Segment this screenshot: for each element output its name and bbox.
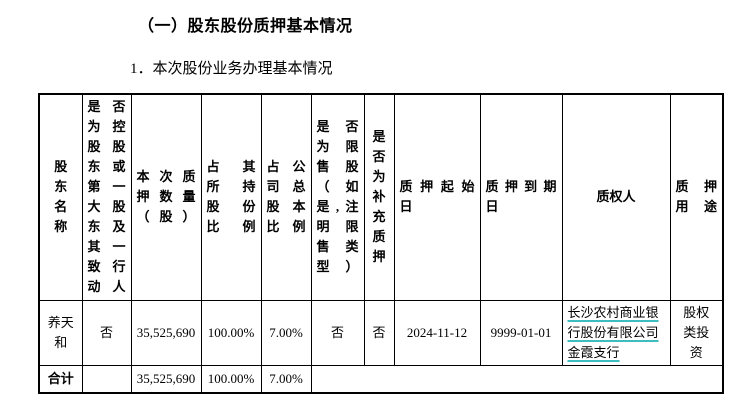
table-header-row: 股 东 名 称 是否 为控 股股 东或 第一 大股 东及 其一 致行 动人 本次… bbox=[38, 93, 724, 301]
pledgee-link[interactable]: 长沙农村商业银 行股份有限公司 金霞支行 bbox=[567, 304, 659, 360]
cell-total-pledged-quantity: 35,525,690 bbox=[130, 364, 202, 394]
cell-total-label: 合计 bbox=[38, 364, 83, 394]
col-header-pledge-end-date: 质押到期 日 bbox=[479, 93, 563, 301]
cell-total-pct-of-total: 7.00% bbox=[260, 364, 312, 394]
pledge-details-table: 股 东 名 称 是否 为控 股股 东或 第一 大股 东及 其一 致行 动人 本次… bbox=[38, 93, 724, 394]
cell-is-supplementary: 否 bbox=[363, 299, 395, 366]
col-header-is-restricted-shares: 是否 为限 售股 （如 是,注 明限 售类 型） bbox=[310, 93, 365, 301]
cell-end-date: 9999-01-01 bbox=[479, 299, 563, 366]
col-header-pledged-quantity: 本次质 押数量 （股） bbox=[130, 93, 202, 301]
cell-pledged-quantity: 35,525,690 bbox=[130, 299, 202, 366]
cell-shareholder-name: 养天 和 bbox=[38, 299, 83, 366]
cell-pct-of-total: 7.00% bbox=[260, 299, 312, 366]
col-header-is-supplementary-pledge: 是 否 为 补 充 质 押 bbox=[363, 93, 395, 301]
cell-is-controlling: 否 bbox=[81, 299, 132, 366]
cell-total-blank bbox=[81, 364, 132, 394]
col-header-pledge-purpose: 质押 用途 bbox=[669, 93, 724, 301]
cell-total-pct-of-holdings: 100.00% bbox=[200, 364, 262, 394]
col-header-is-controlling-shareholder: 是否 为控 股股 东或 第一 大股 东及 其一 致行 动人 bbox=[81, 93, 132, 301]
subsection-title: 1．本次股份业务办理基本情况 bbox=[130, 61, 333, 77]
cell-total-rest bbox=[310, 364, 724, 394]
table-row-shareholder: 养天 和 否 35,525,690 100.00% 7.00% 否 否 2024… bbox=[38, 299, 724, 366]
cell-purpose: 股权 类投 资 bbox=[669, 299, 724, 366]
col-header-pledge-start-date: 质押起始 日 bbox=[393, 93, 481, 301]
col-header-pct-of-own-holdings: 占其 所持 股份 比例 bbox=[200, 93, 262, 301]
col-header-pct-of-total-share-capital: 占公 司总 股本 比例 bbox=[260, 93, 312, 301]
cell-pct-of-holdings: 100.00% bbox=[200, 299, 262, 366]
col-header-shareholder-name: 股 东 名 称 bbox=[38, 93, 83, 301]
cell-is-restricted: 否 bbox=[310, 299, 365, 366]
col-header-pledgee: 质权人 bbox=[561, 93, 671, 301]
table-row-total: 合计 35,525,690 100.00% 7.00% bbox=[38, 364, 724, 394]
section-title: （一）股东股份质押基本情况 bbox=[138, 18, 353, 35]
cell-pledgee: 长沙农村商业银 行股份有限公司 金霞支行 bbox=[561, 299, 671, 366]
cell-start-date: 2024-11-12 bbox=[393, 299, 481, 366]
